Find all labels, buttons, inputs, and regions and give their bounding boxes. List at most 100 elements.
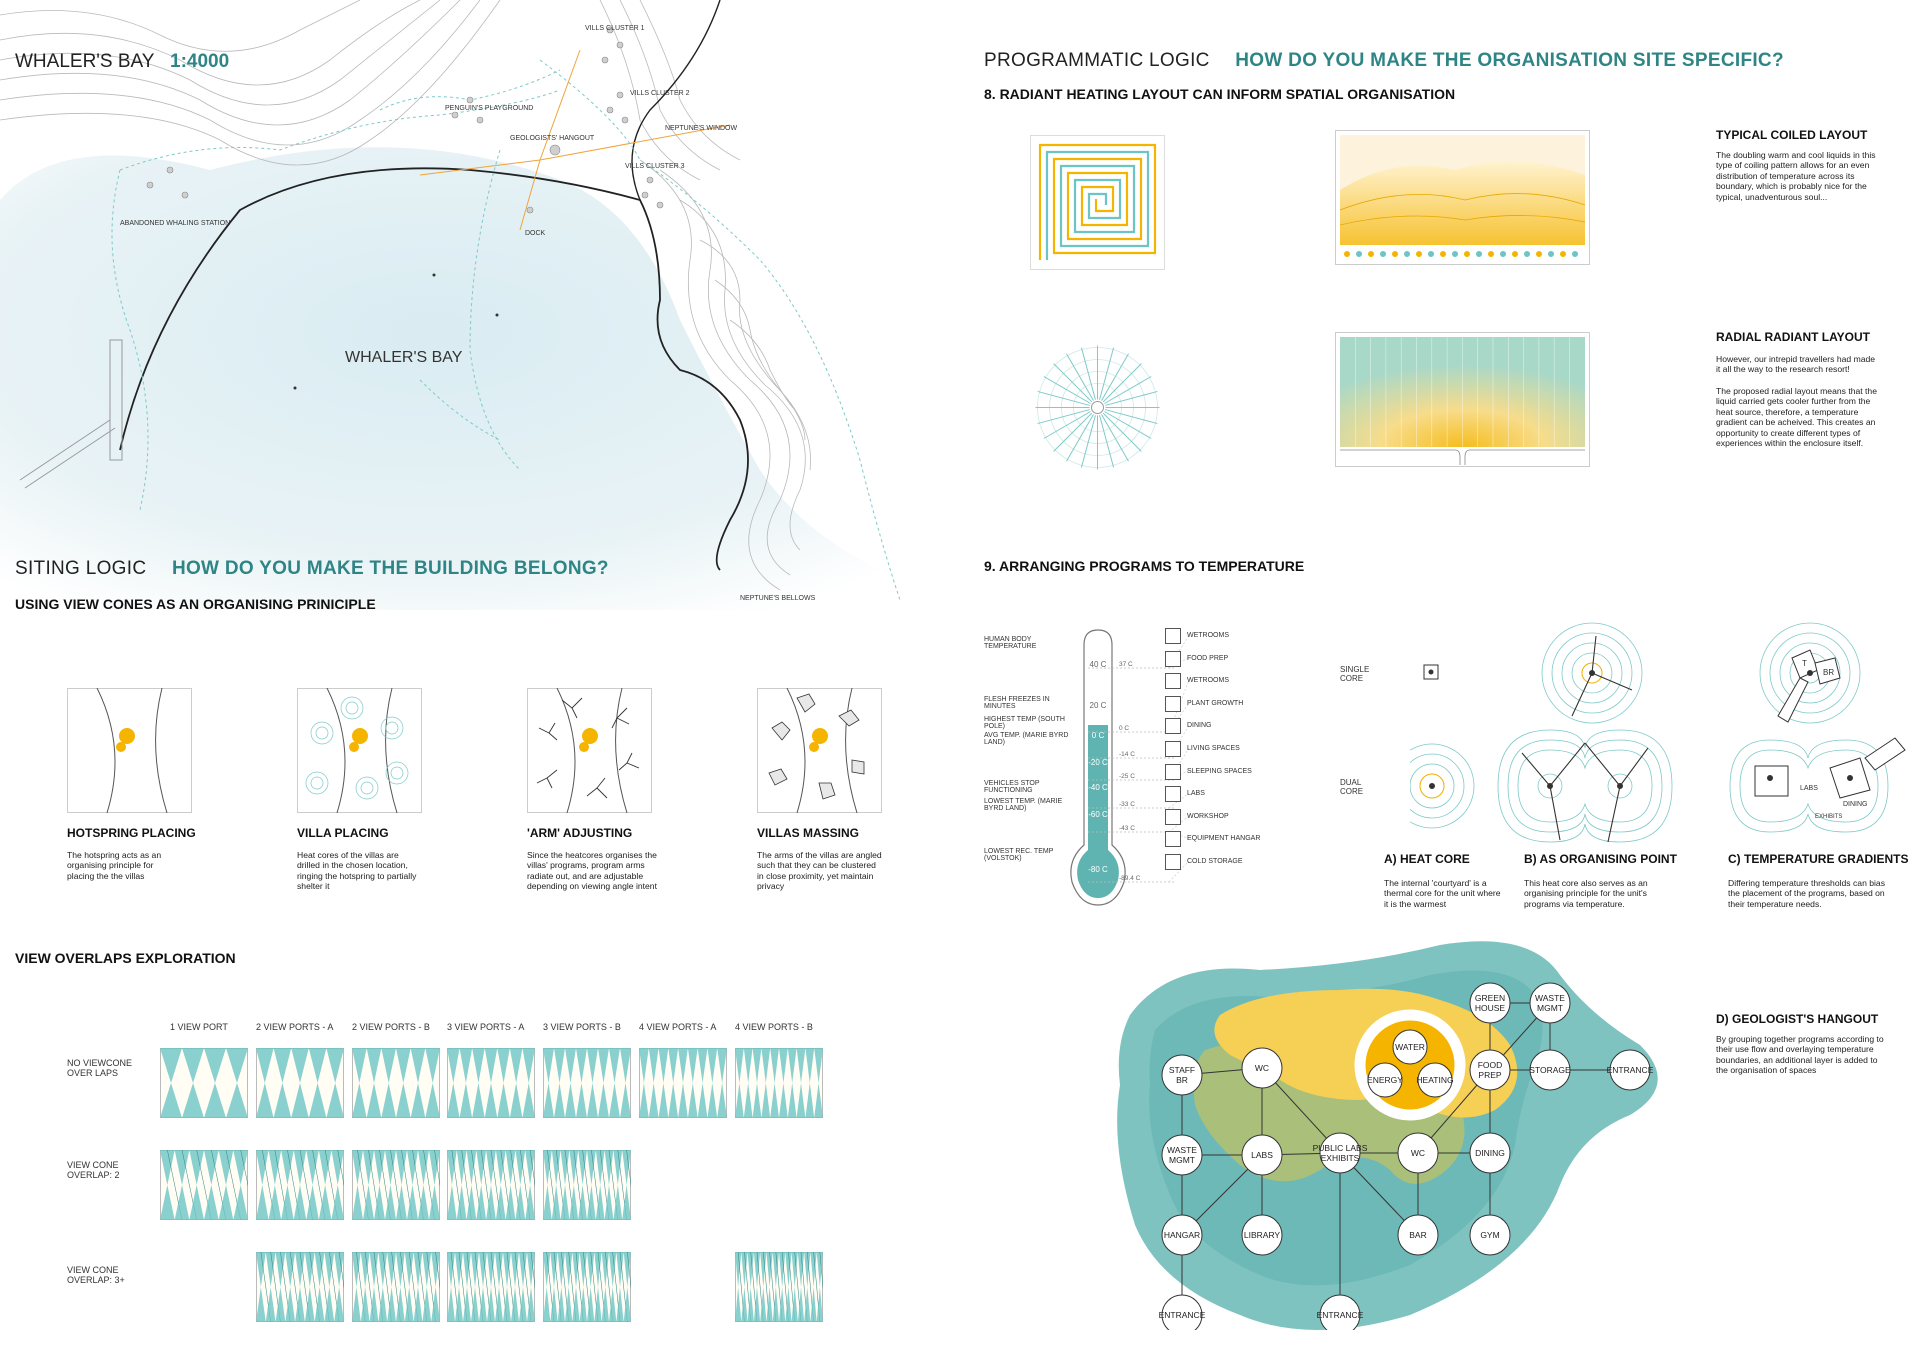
thermo-tick: -20 C <box>1088 758 1108 767</box>
program-checkbox <box>1165 786 1181 803</box>
step-diagram-villas <box>297 687 422 814</box>
overlap-cell-none-6 <box>639 1048 727 1118</box>
overlap-cell-three-2 <box>256 1251 350 1323</box>
overlap-cell-none-2 <box>256 1048 344 1118</box>
core-b-text: This heat core also serves as an organis… <box>1524 878 1648 909</box>
label-neptunes-window: NEPTUNE'S WINDOW <box>665 125 738 132</box>
col-head-3: 2 VIEW PORTS - B <box>352 1022 430 1032</box>
overlap-cell-two-3 <box>352 1149 446 1221</box>
hangout-node-hangar: HANGAR <box>1161 1214 1203 1256</box>
step-label-1: HOTSPRING PLACING <box>67 826 196 840</box>
thermo-left-label: HUMAN BODY TEMPERATURE <box>984 636 1037 650</box>
radial-title: RADIAL RADIANT LAYOUT <box>1716 330 1871 344</box>
thermo-tick: -80 C <box>1088 865 1108 874</box>
step-label-3: 'ARM' ADJUSTING <box>527 826 633 840</box>
label-villa-cluster-3: VILLS CLUSTER 3 <box>625 163 685 170</box>
thermo-dash-value: -25 C <box>1119 773 1135 780</box>
label-villa-cluster-2: VILLS CLUSTER 2 <box>630 90 690 97</box>
hangout-node-entr2: ENTRANCE <box>1317 1294 1364 1336</box>
row-head-3: VIEW CONE OVERLAP: 3+ <box>67 1265 125 1285</box>
svg-text:GYM: GYM <box>1480 1230 1499 1240</box>
svg-text:DINING: DINING <box>1475 1148 1505 1158</box>
thermo-dash-value: 37 C <box>1119 661 1133 668</box>
svg-text:MGMT: MGMT <box>1537 1003 1563 1013</box>
program-checkbox <box>1165 741 1181 757</box>
col-head-7: 4 VIEW PORTS - B <box>735 1022 813 1032</box>
thermo-tick: 0 C <box>1092 731 1105 740</box>
program-label: EQUIPMENT HANGAR <box>1187 835 1261 843</box>
thermo-tick: -60 C <box>1088 810 1108 819</box>
program-checkbox <box>1165 695 1181 712</box>
hangout-text: By grouping together programs according … <box>1716 1034 1884 1076</box>
program-label: PLANT GROWTH <box>1187 699 1244 707</box>
row-head-1: NO VIEWCONE OVER LAPS <box>67 1058 133 1078</box>
overlap-cell-two-4 <box>447 1149 541 1221</box>
hangout-diagram: STAFF BR WC WATER ENERGY HEATING GREEN HOUSE WAS… <box>1110 935 1670 1336</box>
step-diagram-massing <box>757 687 882 814</box>
siting-title: SITING LOGIC <box>15 558 147 579</box>
program-label: WETROOMS <box>1187 632 1229 639</box>
svg-text:EXHIBITS: EXHIBITS <box>1321 1153 1360 1163</box>
thermo-dash-value: -89.4 C <box>1119 875 1141 882</box>
col-head-6: 4 VIEW PORTS - A <box>639 1022 717 1032</box>
overlap-cell-two-5 <box>543 1149 636 1221</box>
overlap-cell-none-4 <box>447 1048 535 1118</box>
program-label: FOOD PREP <box>1187 654 1229 662</box>
thermo-left-label: LOWEST TEMP. (MARIE BYRD LAND) <box>984 798 1063 812</box>
program-checkbox <box>1165 831 1181 848</box>
coiled-title: TYPICAL COILED LAYOUT <box>1716 128 1868 142</box>
label-whaling: ABANDONED WHALING STATION <box>120 220 230 227</box>
c-label-br: BR <box>1823 668 1834 677</box>
hangout-node-dining: DINING <box>1469 1132 1511 1174</box>
bay-label: WHALER'S BAY <box>345 349 463 366</box>
core-a-title: A) HEAT CORE <box>1384 852 1470 866</box>
svg-text:LABS: LABS <box>1251 1150 1273 1160</box>
thermo-left-label: AVG TEMP. (MARIE BYRD LAND) <box>984 732 1069 746</box>
programmatic-question: HOW DO YOU MAKE THE ORGANISATION SITE SP… <box>1235 50 1784 71</box>
svg-text:HEATING: HEATING <box>1416 1075 1453 1085</box>
overlap-cell-three-5 <box>543 1251 635 1323</box>
c-label-exhibits: EXHIBITS <box>1815 814 1842 820</box>
siting-subtitle: USING VIEW CONES AS AN ORGANISING PRINIC… <box>15 596 376 612</box>
col-head-2: 2 VIEW PORTS - A <box>256 1022 334 1032</box>
svg-text:FOOD: FOOD <box>1478 1060 1503 1070</box>
c-label-labs: LABS <box>1800 785 1818 792</box>
col-head-5: 3 VIEW PORTS - B <box>543 1022 621 1032</box>
program-label: DINING <box>1187 722 1212 730</box>
program-label: WORKSHOP <box>1187 812 1229 820</box>
overlap-cell-none-7 <box>735 1048 823 1118</box>
siting-heading: SITING LOGIC HOW DO YOU MAKE THE BUILDIN… <box>15 558 609 580</box>
hangout-node-entr_r: ENTRANCE <box>1607 1049 1654 1091</box>
label-villa-cluster-1: VILLS CLUSTER 1 <box>585 25 645 32</box>
svg-text:LIBRARY: LIBRARY <box>1244 1230 1281 1240</box>
thermo-tick: 40 C <box>1090 660 1107 669</box>
overlap-cell-three-4 <box>447 1251 540 1323</box>
row-head-2: VIEW CONE OVERLAP: 2 <box>67 1160 120 1180</box>
svg-text:ENTRANCE: ENTRANCE <box>1159 1310 1206 1320</box>
svg-text:ENTRANCE: ENTRANCE <box>1607 1065 1654 1075</box>
core-c-title: C) TEMPERATURE GRADIENTS <box>1728 852 1909 866</box>
thermometer: 40 C 20 C 0 C -20 C -40 C -60 C -80 C 37 C 0 C -1… <box>984 620 1314 910</box>
svg-text:MGMT: MGMT <box>1169 1155 1195 1165</box>
overlap-cell-none-1 <box>160 1048 248 1118</box>
thermo-dash-value: -14 C <box>1119 751 1135 758</box>
hangout-node-labs: LABS <box>1241 1134 1283 1176</box>
core-b-title: B) AS ORGANISING POINT <box>1524 852 1677 866</box>
radial-layout-diagram <box>1030 340 1165 475</box>
single-core-label: SINGLE CORE <box>1340 665 1370 683</box>
step-text-1: The hotspring acts as an organising prin… <box>67 850 162 881</box>
overlap-cell-three-3 <box>352 1251 445 1323</box>
svg-text:ENTRANCE: ENTRANCE <box>1317 1310 1364 1320</box>
section-9-title: 9. ARRANGING PROGRAMS TO TEMPERATURE <box>984 558 1305 574</box>
step-label-4: VILLAS MASSING <box>757 826 860 840</box>
c-label-dining: DINING <box>1843 801 1868 808</box>
siting-question: HOW DO YOU MAKE THE BUILDING BELONG? <box>171 558 609 579</box>
hangout-node-library: LIBRARY <box>1241 1214 1283 1256</box>
thermo-left-label: HIGHEST TEMP (SOUTH POLE) <box>984 716 1065 730</box>
program-checkbox <box>1165 808 1181 825</box>
hangout-title: D) GEOLOGIST'S HANGOUT <box>1716 1012 1879 1026</box>
thermo-dash-value: -33 C <box>1119 801 1135 808</box>
program-checkbox <box>1165 650 1181 667</box>
